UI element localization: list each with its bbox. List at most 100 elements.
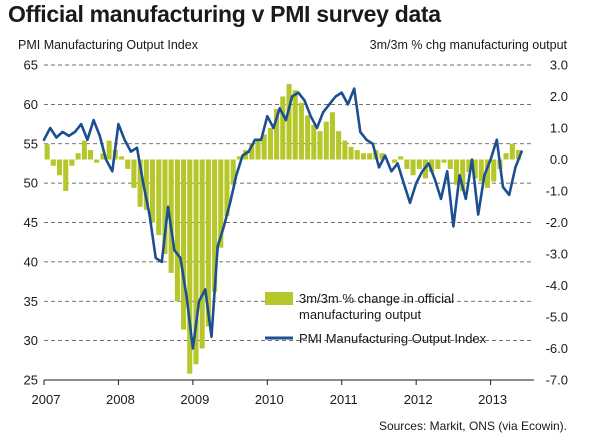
bar	[354, 150, 360, 160]
bar	[75, 153, 81, 160]
bar	[63, 159, 69, 191]
x-tick-label: 2013	[478, 392, 507, 407]
left-tick-label: 65	[24, 58, 38, 73]
legend-label-line: PMI Manufacturing Output Index	[299, 331, 487, 346]
bar	[193, 159, 199, 365]
legend: 3m/3m % change in official manufacturing …	[265, 291, 487, 346]
bar	[174, 159, 180, 302]
bar	[453, 159, 460, 185]
bar	[274, 109, 280, 160]
line-series	[42, 87, 523, 350]
right-tick-label: 2.0	[550, 89, 568, 104]
bar	[298, 102, 304, 160]
bar	[249, 143, 255, 160]
bar	[410, 159, 416, 176]
bar	[367, 153, 373, 160]
bar	[69, 159, 75, 166]
bar	[149, 159, 156, 223]
bar	[205, 159, 211, 327]
bar	[181, 159, 187, 330]
x-tick-label: 2008	[106, 392, 135, 407]
right-tick-label: -1.0	[546, 184, 568, 199]
x-tick-label: 2010	[255, 392, 284, 407]
right-tick-labels: -7.0 -6.0 -5.0 -4.0 -3.0 -2.0 -1.0 0.0 1.0 2.0 3.0	[546, 58, 568, 388]
bar	[360, 153, 367, 160]
bar	[131, 159, 137, 188]
bar	[429, 159, 435, 173]
x-tick-label: 2009	[180, 392, 209, 407]
bar	[484, 159, 491, 188]
bar	[317, 131, 323, 160]
left-tick-label: 30	[24, 333, 38, 348]
bar	[50, 159, 56, 166]
bar	[156, 159, 162, 236]
bar	[404, 159, 410, 169]
bar	[311, 124, 317, 160]
pmi-line	[42, 87, 523, 350]
right-tick-label: -2.0	[546, 215, 568, 230]
bar	[261, 134, 267, 160]
bar	[168, 159, 174, 273]
bar	[286, 83, 292, 160]
bar	[478, 159, 484, 182]
bar	[230, 159, 236, 185]
right-tick-label: 1.0	[550, 121, 568, 136]
bar	[218, 159, 224, 248]
right-tick-label: -7.0	[546, 373, 568, 388]
left-tick-label: 45	[24, 215, 38, 230]
left-tick-label: 55	[24, 136, 38, 151]
left-tick-label: 50	[24, 176, 38, 191]
bar	[162, 159, 168, 254]
bar	[391, 159, 397, 163]
bar	[106, 140, 112, 160]
bar	[137, 159, 143, 207]
source-note: Sources: Markit, ONS (via Ecowin).	[378, 419, 567, 433]
bar	[472, 159, 478, 179]
bar	[416, 159, 422, 169]
bar	[336, 131, 342, 160]
bar	[515, 150, 522, 160]
bar	[441, 159, 447, 163]
x-tick-label: 2007	[32, 392, 61, 407]
right-tick-label: 0.0	[550, 152, 568, 167]
bar	[447, 159, 453, 169]
bar	[466, 159, 472, 173]
bar	[56, 159, 63, 176]
bar	[342, 140, 348, 160]
left-tick-label: 25	[24, 373, 38, 388]
left-tick-label: 60	[24, 97, 38, 112]
bar	[100, 153, 106, 160]
bar	[329, 112, 335, 160]
right-tick-label: 3.0	[550, 58, 568, 73]
right-axis-title: 3m/3m % chg manufacturing output	[369, 38, 567, 52]
bar	[348, 146, 354, 160]
bar	[460, 159, 466, 191]
left-tick-labels: 25 30 35 40 45 50 55 60 65	[24, 58, 38, 388]
bar	[435, 159, 441, 169]
bar	[94, 159, 100, 163]
chart-title: Official manufacturing v PMI survey data	[8, 1, 441, 27]
x-tick-labels: 2007 2008 2009 2010 2011 2012 2013	[32, 380, 507, 407]
bar	[292, 90, 298, 160]
bar-series	[44, 83, 522, 374]
legend-label-bars: 3m/3m % change in official manufacturing …	[299, 291, 454, 322]
bar	[212, 159, 218, 292]
bar	[379, 153, 385, 160]
right-tick-label: -5.0	[546, 310, 568, 325]
bar	[267, 128, 273, 160]
bar	[236, 156, 242, 160]
bar	[503, 153, 509, 160]
bar	[44, 143, 50, 160]
left-axis-title: PMI Manufacturing Output Index	[18, 38, 198, 52]
bar	[125, 159, 131, 169]
bar	[199, 159, 205, 349]
bar	[323, 121, 329, 160]
bar	[81, 140, 87, 160]
bar	[509, 143, 515, 160]
bar	[491, 159, 497, 182]
x-tick-label: 2011	[330, 392, 358, 407]
bar	[398, 156, 404, 160]
bar	[187, 159, 193, 374]
bar	[87, 150, 94, 160]
